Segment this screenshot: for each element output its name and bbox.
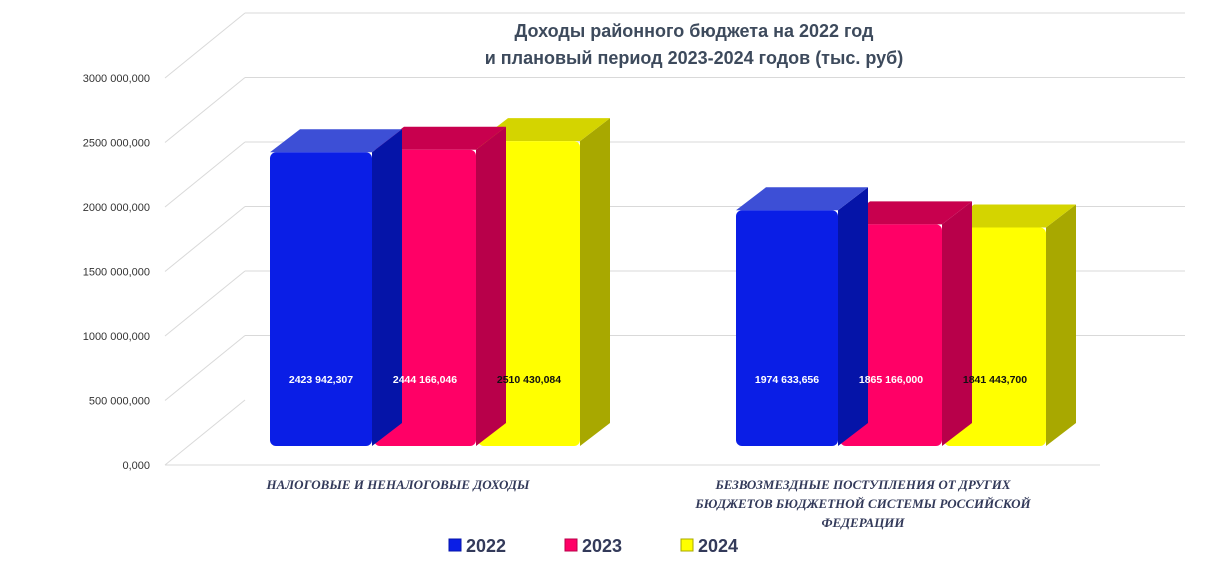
y-tick-label: 2000 000,000	[83, 202, 150, 214]
category-label: БЮДЖЕТОВ БЮДЖЕТНОЙ СИСТЕМЫ РОССИЙСКОЙ	[694, 496, 1031, 511]
bar-top	[270, 129, 402, 153]
gridline-depth	[164, 77, 246, 143]
bar-side	[476, 126, 506, 447]
bar-2022-0	[270, 152, 372, 446]
bar-top	[478, 118, 610, 142]
bar-value-label: 1974 633,656	[755, 374, 819, 386]
bar-top	[736, 187, 868, 211]
legend-swatch-2022	[448, 538, 462, 552]
legend-label-2024: 2024	[698, 536, 738, 556]
y-tick-label: 500 000,000	[89, 396, 150, 408]
y-tick-label: 0,000	[122, 460, 150, 472]
chart-title-line-2: и плановый период 2023-2024 годов (тыс. …	[485, 48, 904, 68]
y-axis-ticks: 0,000 500 000,000 1000 000,000 1500 000,000…	[83, 73, 150, 472]
legend-label-2022: 2022	[466, 536, 506, 556]
gridline-depth	[164, 399, 246, 466]
y-tick-label: 2500 000,000	[83, 138, 150, 150]
gridline-depth	[164, 335, 246, 401]
bar-side	[580, 118, 610, 447]
bar-value-label: 2510 430,084	[497, 374, 561, 386]
legend: 2022 2023 2024	[448, 536, 738, 556]
bar-side	[372, 129, 402, 446]
gridline-depth	[164, 12, 246, 79]
chart-title-line-1: Доходы районного бюджета на 2022 год	[515, 21, 875, 41]
category-label: НАЛОГОВЫЕ И НЕНАЛОГОВЫЕ ДОХОДЫ	[265, 477, 529, 492]
gridline-depth	[164, 141, 246, 208]
category-label: ФЕДЕРАЦИИ	[821, 515, 905, 530]
bar-top	[840, 201, 972, 225]
gridline-depth	[164, 270, 246, 337]
legend-swatch-2024	[680, 538, 694, 552]
y-tick-label: 1500 000,000	[83, 267, 150, 279]
legend-swatch-2023	[564, 538, 578, 552]
bar-top	[374, 126, 506, 150]
bar-value-label: 1865 166,000	[859, 374, 923, 386]
gridline-depth	[164, 206, 246, 272]
y-tick-label: 1000 000,000	[83, 331, 150, 343]
legend-label-2023: 2023	[582, 536, 622, 556]
bar-side	[838, 187, 868, 446]
bar-value-label: 1841 443,700	[963, 374, 1027, 386]
bar-side	[1046, 204, 1076, 446]
category-labels: НАЛОГОВЫЕ И НЕНАЛОГОВЫЕ ДОХОДЫ БЕЗВОЗМЕЗД…	[265, 477, 1031, 530]
bar-value-label: 2423 942,307	[289, 374, 353, 386]
category-label: БЕЗВОЗМЕЗДНЫЕ ПОСТУПЛЕНИЯ ОТ ДРУГИХ	[714, 477, 1010, 492]
y-tick-label: 3000 000,000	[83, 73, 150, 85]
bars: 2423 942,307 2444 166,046 2510 430,084 1974…	[270, 118, 1076, 447]
bar-side	[942, 201, 972, 446]
bar-value-label: 2444 166,046	[393, 374, 457, 386]
bar-2022-1	[736, 210, 838, 446]
bar-top	[944, 204, 1076, 228]
